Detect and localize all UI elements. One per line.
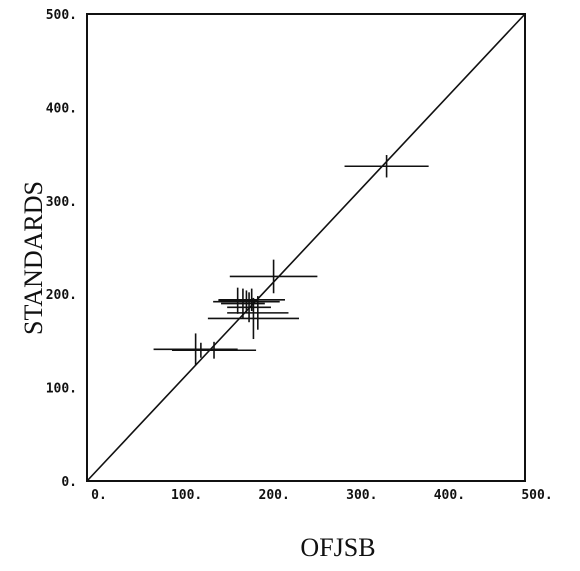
y-tick-label: 300. (46, 195, 77, 210)
y-tick-label: 500. (46, 8, 77, 23)
x-tick-label: 500. (521, 488, 552, 503)
y-tick-label: 400. (46, 101, 77, 116)
y-axis-title: STANDARDS (19, 181, 48, 335)
x-tick-label: 200. (259, 488, 290, 503)
y-tick-label: 100. (46, 382, 77, 397)
x-tick-label: 400. (434, 488, 465, 503)
x-tick-label: 300. (346, 488, 377, 503)
y-tick-label: 0. (61, 475, 77, 490)
y-tick-label: 200. (46, 288, 77, 303)
x-tick-label: 0. (91, 488, 107, 503)
x-axis-title: OFJSB (300, 533, 375, 562)
reference-line (87, 14, 525, 481)
x-tick-label: 100. (171, 488, 202, 503)
chart-marks (87, 14, 525, 481)
